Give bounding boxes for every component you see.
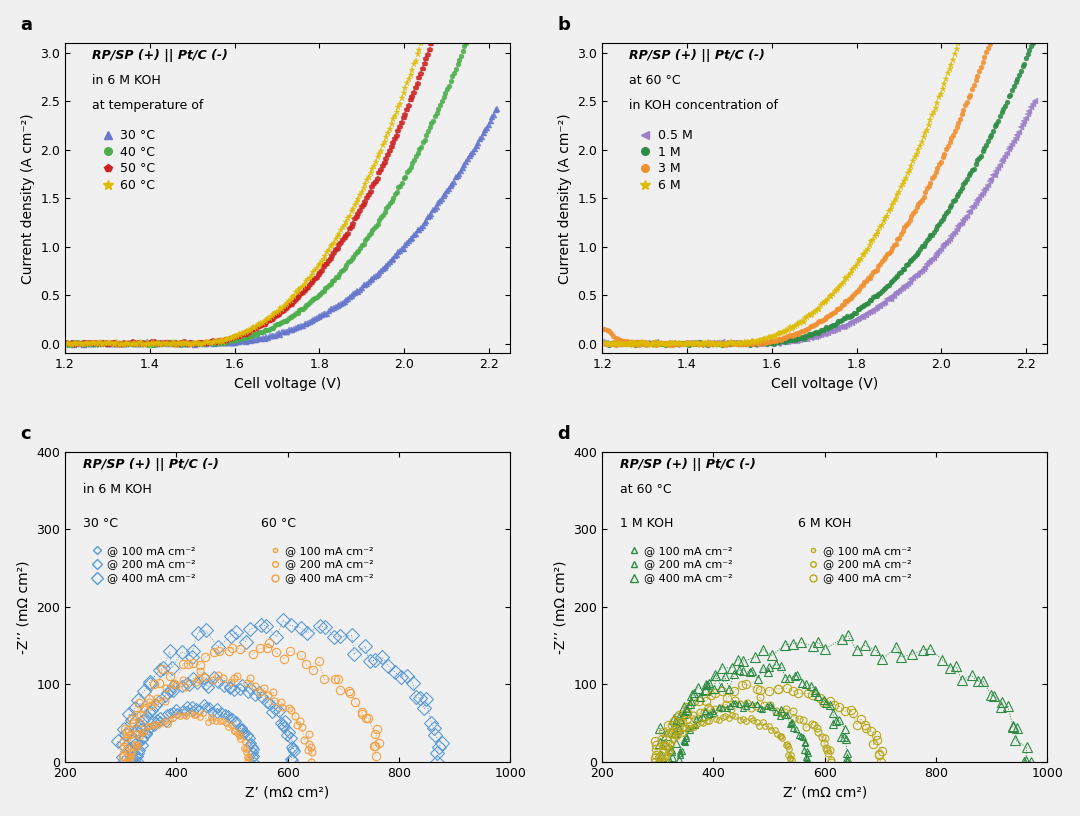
Text: d: d [557,424,570,442]
X-axis label: Cell voltage (V): Cell voltage (V) [234,377,341,391]
Text: in 6 M KOH: in 6 M KOH [92,74,161,87]
Text: 1 M KOH: 1 M KOH [620,517,673,530]
Text: at temperature of: at temperature of [92,99,203,112]
Text: RP/SP (+) || Pt/C (-): RP/SP (+) || Pt/C (-) [83,458,218,471]
Y-axis label: -Z’’ (mΩ cm²): -Z’’ (mΩ cm²) [554,560,568,654]
X-axis label: Z’ (mΩ cm²): Z’ (mΩ cm²) [245,785,329,800]
Text: in 6 M KOH: in 6 M KOH [83,483,151,496]
Text: RP/SP (+) || Pt/C (-): RP/SP (+) || Pt/C (-) [92,50,228,63]
Text: 30 °C: 30 °C [83,517,118,530]
Legend: @ 100 mA cm⁻², @ 200 mA cm⁻², @ 400 mA cm⁻²: @ 100 mA cm⁻², @ 200 mA cm⁻², @ 400 mA c… [804,541,916,588]
X-axis label: Z’ (mΩ cm²): Z’ (mΩ cm²) [783,785,867,800]
Text: c: c [21,424,31,442]
Text: RP/SP (+) || Pt/C (-): RP/SP (+) || Pt/C (-) [629,50,765,63]
Y-axis label: Current density (A cm⁻²): Current density (A cm⁻²) [557,113,571,283]
Text: at 60 °C: at 60 °C [620,483,672,496]
Legend: 30 °C, 40 °C, 50 °C, 60 °C: 30 °C, 40 °C, 50 °C, 60 °C [98,124,161,197]
Text: a: a [21,16,32,34]
Y-axis label: Current density (A cm⁻²): Current density (A cm⁻²) [21,113,35,283]
Text: 60 °C: 60 °C [261,517,296,530]
Legend: 0.5 M, 1 M, 3 M, 6 M: 0.5 M, 1 M, 3 M, 6 M [635,124,698,197]
Text: at 60 °C: at 60 °C [629,74,680,87]
X-axis label: Cell voltage (V): Cell voltage (V) [771,377,878,391]
Text: RP/SP (+) || Pt/C (-): RP/SP (+) || Pt/C (-) [620,458,756,471]
Text: 6 M KOH: 6 M KOH [798,517,851,530]
Text: b: b [557,16,570,34]
Legend: @ 100 mA cm⁻², @ 200 mA cm⁻², @ 400 mA cm⁻²: @ 100 mA cm⁻², @ 200 mA cm⁻², @ 400 mA c… [267,541,378,588]
Y-axis label: -Z’’ (mΩ cm²): -Z’’ (mΩ cm²) [16,560,30,654]
Text: in KOH concentration of: in KOH concentration of [629,99,778,112]
